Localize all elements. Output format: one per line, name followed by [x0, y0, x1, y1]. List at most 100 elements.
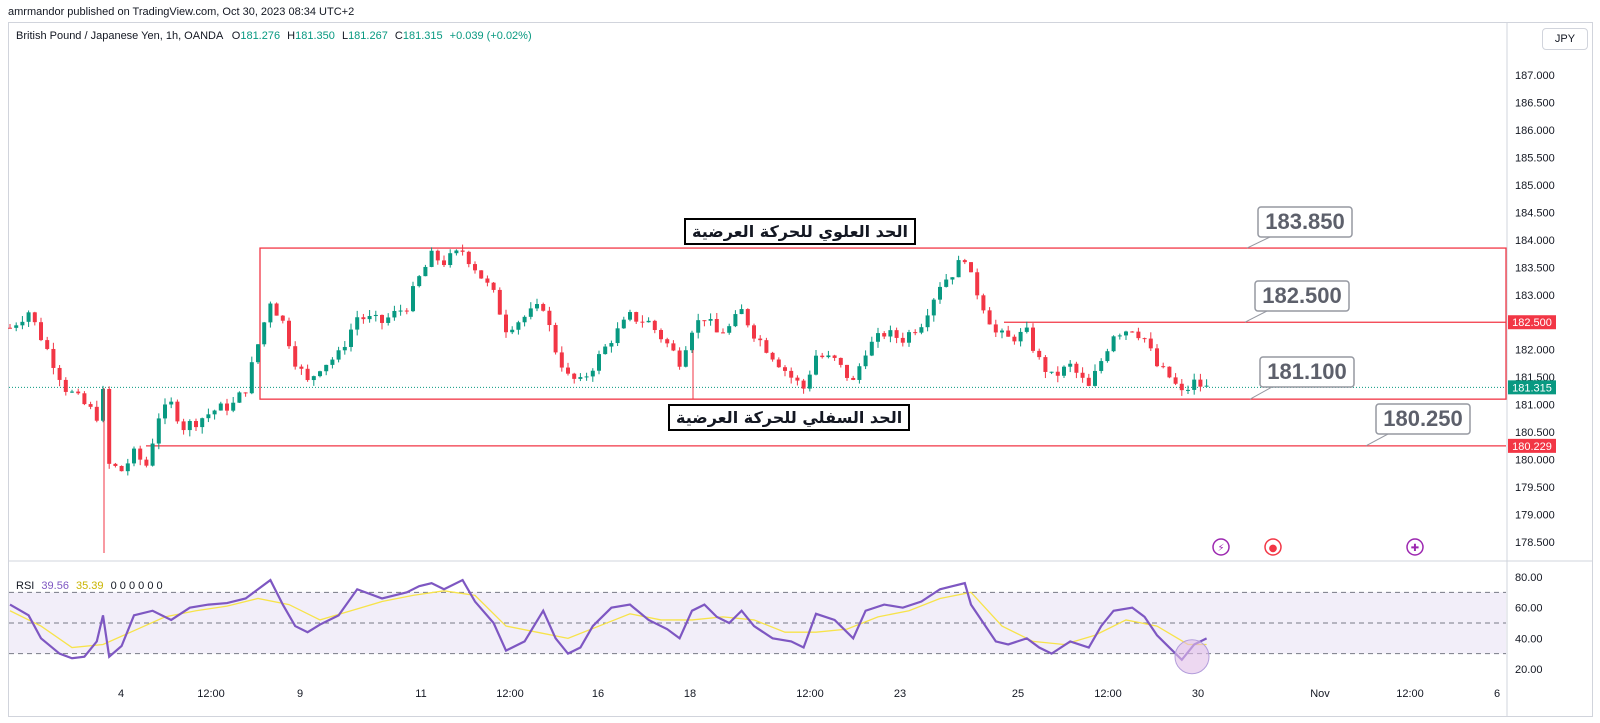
lower-range-label[interactable]: الحد السفلي للحركة العرضية — [668, 404, 911, 431]
candle-body — [39, 322, 43, 341]
candle-body — [597, 354, 601, 371]
candle-body — [888, 330, 893, 337]
candle-body — [987, 310, 992, 325]
candle-body — [975, 272, 980, 296]
symbol-title[interactable]: British Pound / Japanese Yen, 1h, OANDA — [16, 30, 223, 42]
candle-body — [1086, 377, 1091, 386]
candle-body — [770, 352, 775, 360]
rsi-axis-label: 60.00 — [1515, 603, 1543, 615]
price-axis-label: 181.000 — [1515, 400, 1555, 412]
time-axis-label: 12:00 — [496, 688, 524, 700]
uk-flag-event-icon[interactable]: ✚ — [1411, 543, 1419, 554]
candle-body — [256, 344, 260, 363]
candle-body — [231, 402, 236, 411]
candle-body — [194, 421, 198, 428]
candle-body — [144, 459, 149, 466]
candle-body — [634, 312, 639, 322]
candle-body — [783, 367, 787, 371]
candle-body — [1049, 371, 1054, 373]
candle-body — [51, 348, 56, 368]
candle-body — [584, 376, 589, 378]
news-event-icon[interactable]: ● — [1269, 543, 1278, 554]
candle-body — [287, 320, 291, 347]
level-callout-box[interactable] — [1375, 403, 1471, 435]
level-callout-box[interactable] — [1259, 356, 1355, 388]
level-callout-box[interactable] — [1254, 280, 1350, 312]
price-axis-label: 185.500 — [1515, 152, 1555, 164]
candle-body — [1080, 372, 1085, 378]
candle-body — [342, 346, 347, 351]
candle-body — [907, 332, 911, 343]
candle-body — [572, 373, 577, 379]
candle-body — [745, 309, 750, 326]
candle-body — [1043, 357, 1048, 372]
currency-button[interactable]: JPY — [1542, 28, 1588, 50]
candle-body — [156, 418, 161, 444]
callout-pointer — [1246, 236, 1271, 249]
candle-body — [94, 406, 99, 421]
candle-body — [708, 319, 713, 321]
price-axis-label: 182.000 — [1515, 345, 1555, 357]
callout-pointer — [1249, 386, 1273, 400]
candle-body — [1179, 383, 1184, 391]
rsi-ma-line[interactable] — [9, 590, 1207, 649]
rsi-axis-label: 40.00 — [1515, 633, 1543, 645]
candle-body — [541, 304, 546, 311]
candle-body — [101, 389, 105, 421]
current-price-tag — [1508, 380, 1556, 395]
candle-body — [473, 264, 477, 271]
lightning-event-icon[interactable]: ⚡ — [1217, 543, 1224, 554]
candle-body — [237, 392, 242, 403]
candle-body — [516, 322, 521, 330]
ohlc-high: H181.350 — [287, 30, 335, 42]
candle-body — [163, 404, 167, 419]
symbol-legend[interactable]: British Pound / Japanese Yen, 1h, OANDA … — [16, 30, 532, 42]
candle-body — [293, 346, 298, 367]
upper-range-label[interactable]: الحد العلوي للحركة العرضية — [684, 218, 916, 245]
lightning-event-icon[interactable] — [1212, 538, 1230, 556]
price-axis-label: 185.000 — [1515, 180, 1555, 192]
candle-body — [8, 327, 12, 329]
candle-body — [566, 367, 570, 374]
candle-body — [801, 380, 806, 389]
candle-body — [838, 357, 843, 365]
candle-body — [398, 310, 403, 312]
candle-body — [621, 319, 626, 329]
candle-body — [442, 260, 446, 266]
price-change: +0.039 (+0.02%) — [449, 30, 532, 42]
rsi-legend[interactable]: RSI 39.56 35.39 0 0 0 0 0 0 — [16, 580, 163, 592]
candle-body — [609, 343, 614, 347]
time-axis-label: 12:00 — [796, 688, 824, 700]
candle-body — [659, 330, 663, 340]
candle-body — [628, 312, 632, 320]
uk-flag-event-icon[interactable] — [1406, 538, 1424, 556]
candle-body — [1000, 330, 1004, 333]
rsi-extra: 0 — [147, 580, 154, 592]
news-event-icon[interactable] — [1264, 538, 1282, 556]
rsi-line[interactable] — [9, 578, 1208, 662]
axis-price-tag-text: 182.500 — [1512, 317, 1552, 329]
candle-body — [268, 303, 273, 323]
candle-body — [671, 343, 676, 351]
level-callout-box[interactable] — [1257, 206, 1353, 238]
candle-body — [119, 465, 124, 472]
axis-price-tag — [1508, 438, 1556, 453]
candle-body — [497, 289, 502, 315]
candle-body — [1031, 327, 1035, 351]
candle-body — [448, 253, 453, 266]
oversold-highlight[interactable] — [1174, 639, 1210, 675]
candle-body — [845, 364, 849, 378]
candle-body — [993, 324, 998, 333]
candle-body — [900, 337, 905, 343]
candle-body — [1012, 336, 1017, 342]
candle-body — [349, 329, 353, 347]
chart-frame — [8, 22, 1593, 717]
rsi-name[interactable]: RSI — [16, 580, 35, 592]
range-box[interactable] — [259, 247, 1507, 400]
candle-body — [299, 366, 304, 369]
candle-body — [764, 340, 769, 353]
candle-body — [491, 282, 496, 290]
candle-body — [1204, 385, 1209, 387]
price-axis-label: 179.000 — [1515, 510, 1555, 522]
